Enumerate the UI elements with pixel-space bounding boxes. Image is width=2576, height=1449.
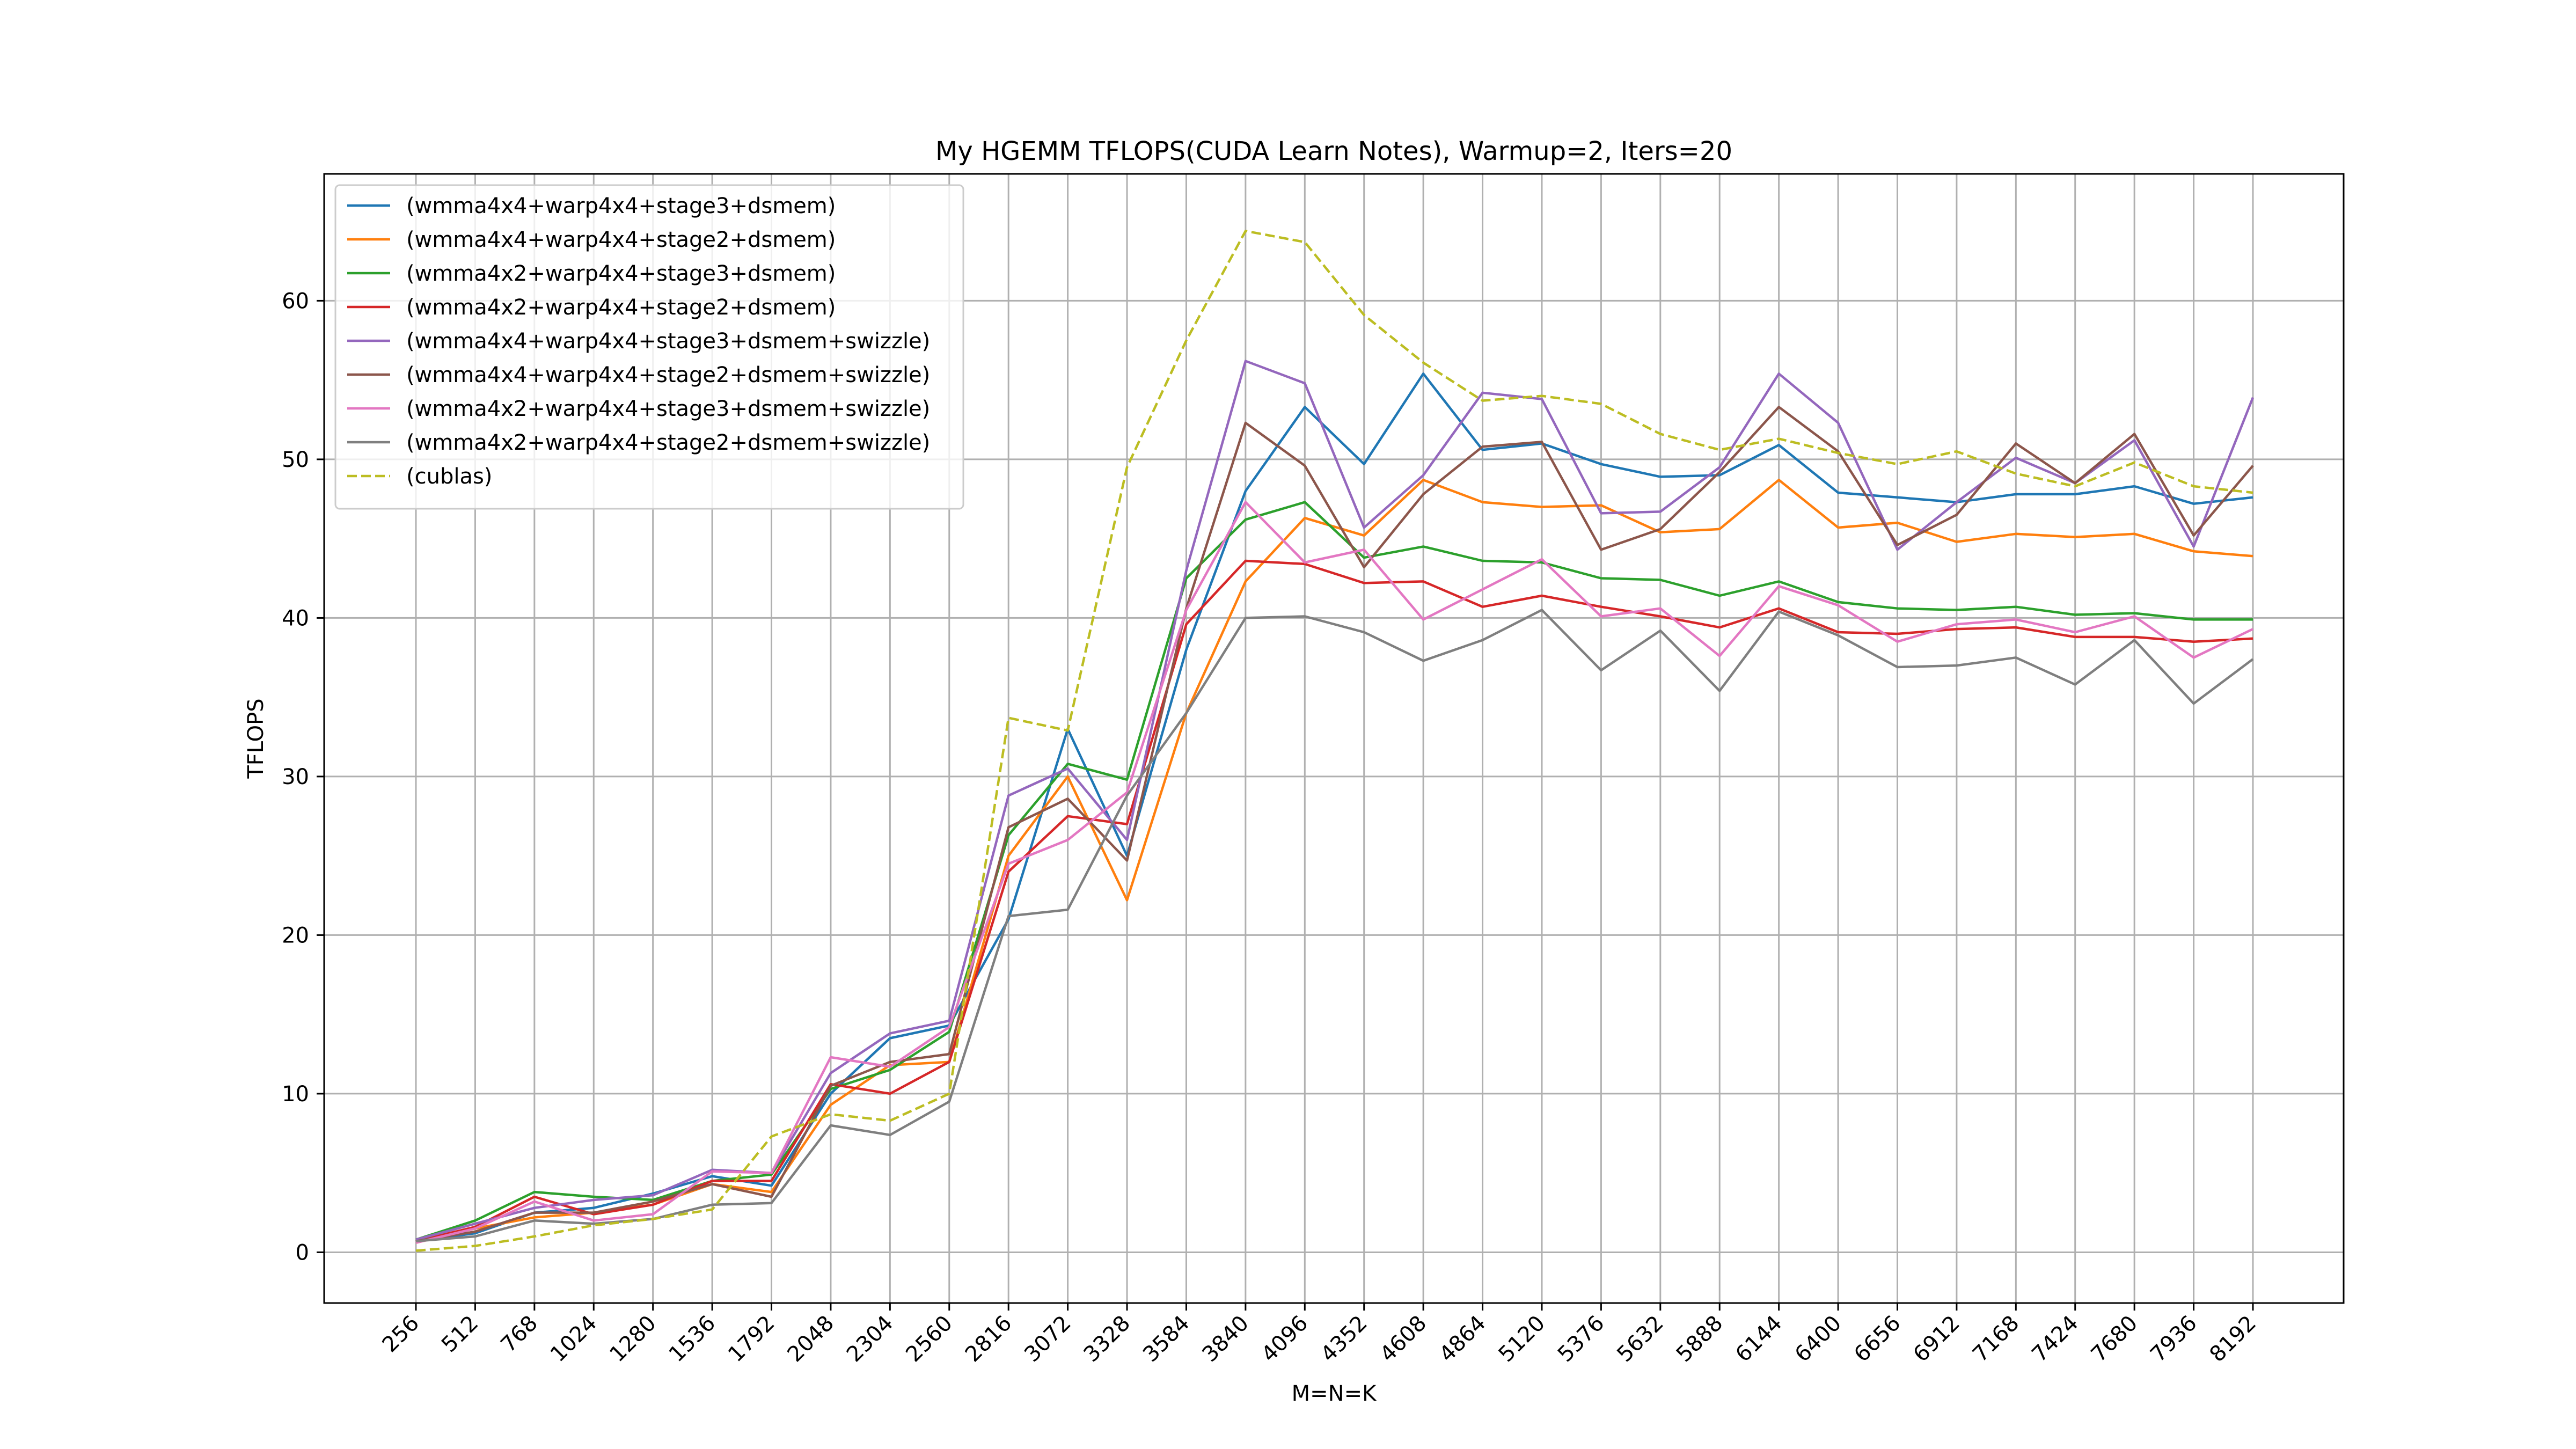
chart-title: My HGEMM TFLOPS(CUDA Learn Notes), Warmu… bbox=[935, 136, 1732, 166]
legend-label-4: (wmma4x4+warp4x4+stage3+dsmem+swizzle) bbox=[406, 329, 930, 354]
y-tick-label: 60 bbox=[282, 289, 309, 313]
series-lines bbox=[415, 230, 2255, 1252]
legend-box bbox=[334, 184, 964, 510]
legend-label-3: (wmma4x2+warp4x4+stage2+dsmem) bbox=[406, 295, 836, 320]
series-line-5 bbox=[415, 406, 2254, 1243]
y-tick-label: 30 bbox=[282, 765, 309, 789]
legend: (wmma4x4+warp4x4+stage3+dsmem) (wmma4x4+w… bbox=[334, 184, 964, 510]
y-tick-label: 10 bbox=[282, 1082, 309, 1107]
plot-frame bbox=[323, 173, 2345, 1304]
series-line-4 bbox=[415, 360, 2255, 1241]
legend-label-0: (wmma4x4+warp4x4+stage3+dsmem) bbox=[406, 194, 836, 218]
legend-label-2: (wmma4x2+warp4x4+stage3+dsmem) bbox=[406, 261, 836, 286]
y-axis-label: TFLOPS bbox=[244, 698, 268, 779]
legend-label-6: (wmma4x2+warp4x4+stage3+dsmem+swizzle) bbox=[406, 397, 930, 421]
y-tick-label: 0 bbox=[296, 1240, 309, 1265]
legend-label-1: (wmma4x4+warp4x4+stage2+dsmem) bbox=[406, 228, 836, 252]
series-line-8 bbox=[415, 230, 2253, 1252]
legend-label-5: (wmma4x4+warp4x4+stage2+dsmem+swizzle) bbox=[406, 363, 930, 387]
legend-label-8: (cublas) bbox=[406, 464, 492, 489]
x-axis-label: M=N=K bbox=[1292, 1381, 1377, 1406]
series-line-7 bbox=[415, 609, 2254, 1243]
y-tick-label: 50 bbox=[282, 448, 309, 472]
series-line-3 bbox=[415, 559, 2253, 1242]
y-tick-label: 20 bbox=[282, 923, 309, 948]
series-line-0 bbox=[415, 372, 2253, 1243]
legend-label-7: (wmma4x2+warp4x4+stage2+dsmem+swizzle) bbox=[406, 430, 930, 455]
series-line-6 bbox=[415, 501, 2253, 1244]
y-tick-label: 40 bbox=[282, 606, 309, 631]
